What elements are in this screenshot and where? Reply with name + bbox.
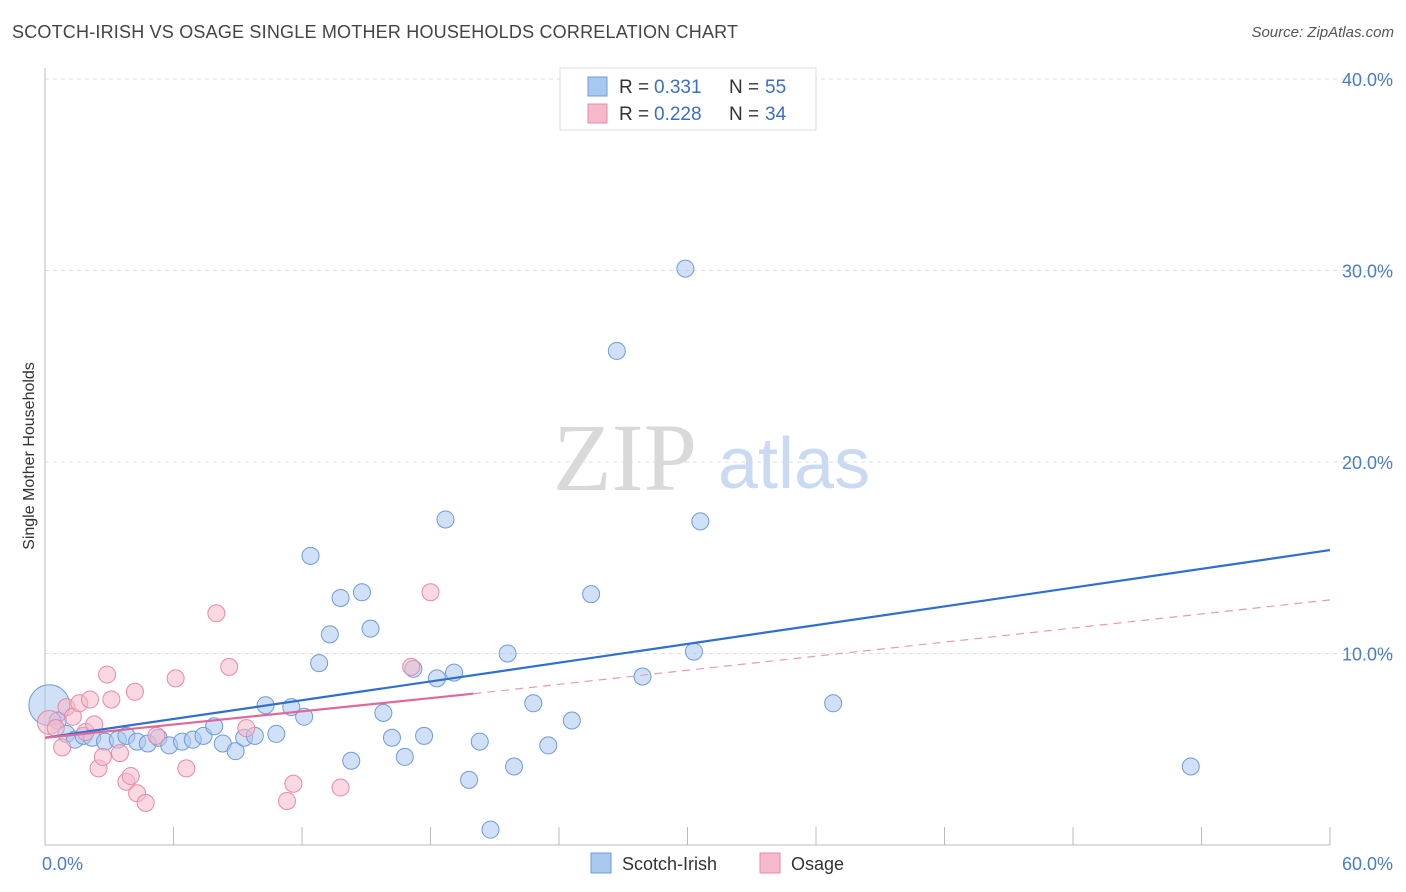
scotch-irish-point: [524, 694, 543, 713]
legend-r-value: 0.331: [654, 77, 702, 98]
scotch-irish-point: [205, 717, 224, 736]
scotch-irish-point: [310, 654, 329, 673]
osage-point: [402, 657, 421, 676]
y-tick-label: 10.0%: [1342, 645, 1393, 665]
scotch-irish-point: [361, 619, 380, 638]
osage-point: [110, 744, 129, 763]
osage-point: [237, 719, 256, 738]
osage-point: [147, 726, 166, 745]
scotch-irish-trend-line: [44, 549, 1331, 739]
bottom-legend: Scotch-Irish Osage: [590, 852, 844, 874]
legend: R = 0.331 N = 55 R = 0.228 N = 34: [559, 67, 817, 131]
osage-trend-line: [44, 692, 474, 739]
scotch-irish-point: [684, 642, 703, 661]
scotch-irish-point: [539, 736, 558, 755]
scotch-irish-point: [633, 667, 652, 686]
x-tick-labels: 0.0% 60.0%: [42, 854, 1393, 874]
osage-point: [136, 793, 155, 812]
osage-point: [166, 669, 185, 688]
scotch-irish-point: [498, 644, 517, 663]
scotch-irish-point: [331, 588, 350, 607]
legend-swatch: [587, 103, 608, 124]
scotch-irish-point: [562, 711, 581, 730]
osage-point: [53, 738, 72, 757]
scotch-irish-point: [1181, 757, 1200, 776]
x-tick-label: 0.0%: [42, 854, 83, 874]
scotch-irish-point: [382, 728, 401, 747]
osage-point: [102, 690, 121, 709]
chart-title: SCOTCH-IRISH VS OSAGE SINGLE MOTHER HOUS…: [12, 22, 739, 42]
legend-swatch: [587, 76, 608, 97]
y-tick-label: 30.0%: [1342, 262, 1393, 282]
osage-point: [93, 747, 112, 766]
scotch-irish-point: [226, 742, 245, 761]
scotch-irish-point: [374, 703, 393, 722]
scotch-irish-point: [427, 669, 446, 688]
bottom-legend-swatch: [759, 852, 781, 874]
scotch-irish-point: [352, 583, 371, 602]
osage-point: [331, 778, 350, 797]
osage-point: [121, 767, 140, 786]
legend-n-value: 55: [765, 77, 786, 98]
scotch-irish-point: [395, 747, 414, 766]
legend-r-value: 0.228: [654, 104, 702, 125]
bottom-legend-label: Osage: [791, 854, 844, 874]
scotch-irish-point: [607, 341, 626, 360]
scotch-irish-point: [320, 625, 339, 644]
scotch-irish-point: [460, 770, 479, 789]
scotch-irish-point: [415, 726, 434, 745]
scotch-irish-point: [691, 512, 710, 531]
trend-lines: [44, 549, 1331, 739]
osage-point: [421, 583, 440, 602]
data-points: [28, 259, 1200, 839]
source-label: Source: ZipAtlas.com: [1251, 24, 1394, 41]
legend-r-label: R =: [619, 77, 649, 98]
osage-point: [177, 759, 196, 778]
scotch-irish-point: [676, 259, 695, 278]
osage-point: [284, 774, 303, 793]
watermark-atlas: atlas: [718, 424, 870, 504]
watermark-zip: ZIP: [553, 404, 697, 511]
legend-n-value: 34: [765, 104, 787, 125]
scotch-irish-point: [824, 694, 843, 713]
y-tick-label: 40.0%: [1342, 70, 1393, 90]
legend-n-label: N =: [729, 77, 759, 98]
scotch-irish-point: [470, 732, 489, 751]
bottom-legend-swatch: [590, 852, 612, 874]
watermark: ZIP atlas: [553, 404, 870, 511]
y-tick-labels: 10.0% 20.0% 30.0% 40.0%: [1342, 70, 1393, 665]
y-tick-label: 20.0%: [1342, 453, 1393, 473]
gridlines: [45, 78, 1395, 654]
legend-r-label: R =: [619, 104, 649, 125]
scotch-irish-point: [267, 724, 286, 743]
osage-point: [98, 665, 117, 684]
scotch-irish-point: [342, 751, 361, 770]
osage-point: [278, 791, 297, 810]
osage-point: [46, 719, 65, 738]
scotch-irish-point: [481, 820, 500, 839]
osage-point: [125, 682, 144, 701]
bottom-legend-label: Scotch-Irish: [622, 854, 717, 874]
scotch-irish-point: [436, 510, 455, 529]
scotch-irish-point: [505, 757, 524, 776]
osage-point: [207, 604, 226, 623]
osage-point: [220, 657, 239, 676]
legend-n-label: N =: [729, 104, 759, 125]
osage-trend-extension: [473, 599, 1331, 695]
scotch-irish-point: [582, 585, 601, 604]
osage-point: [80, 690, 99, 709]
x-tick-label: 60.0%: [1342, 854, 1393, 874]
scotch-irish-point: [301, 546, 320, 565]
